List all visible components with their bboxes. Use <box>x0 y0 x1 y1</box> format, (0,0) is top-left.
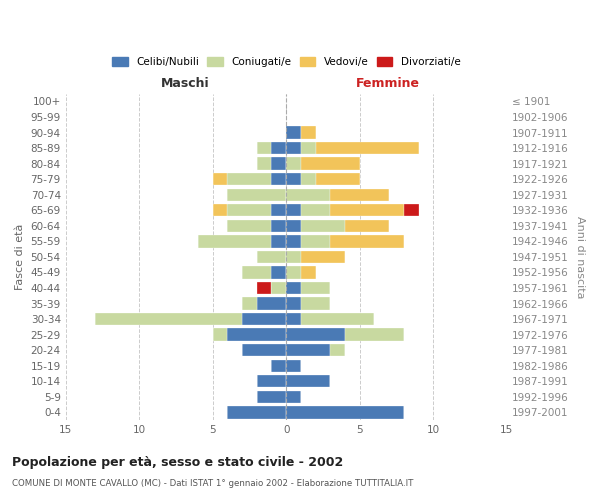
Bar <box>286 188 331 201</box>
Bar <box>212 204 227 216</box>
Bar <box>198 235 271 248</box>
Bar <box>271 360 286 372</box>
Bar <box>301 313 374 326</box>
Bar <box>331 188 389 201</box>
Y-axis label: Fasce di età: Fasce di età <box>15 224 25 290</box>
Bar <box>286 142 301 154</box>
Bar <box>227 188 286 201</box>
Bar <box>271 282 286 294</box>
Bar <box>271 173 286 186</box>
Bar <box>286 328 345 341</box>
Bar <box>242 313 286 326</box>
Bar <box>286 406 404 418</box>
Bar <box>404 204 419 216</box>
Bar <box>301 250 345 263</box>
Bar <box>301 158 360 170</box>
Bar <box>331 204 404 216</box>
Bar <box>212 328 227 341</box>
Text: Popolazione per età, sesso e stato civile - 2002: Popolazione per età, sesso e stato civil… <box>12 456 343 469</box>
Bar <box>286 360 301 372</box>
Bar <box>286 126 301 139</box>
Text: Maschi: Maschi <box>160 78 209 90</box>
Bar <box>286 250 301 263</box>
Bar <box>331 344 345 356</box>
Bar <box>345 220 389 232</box>
Bar <box>257 298 286 310</box>
Bar <box>301 266 316 278</box>
Bar <box>257 375 286 388</box>
Legend: Celibi/Nubili, Coniugati/e, Vedovi/e, Divorziati/e: Celibi/Nubili, Coniugati/e, Vedovi/e, Di… <box>108 53 464 72</box>
Bar <box>227 204 271 216</box>
Bar <box>271 220 286 232</box>
Bar <box>301 235 331 248</box>
Bar <box>286 313 301 326</box>
Bar <box>271 204 286 216</box>
Bar <box>286 220 301 232</box>
Bar <box>301 298 331 310</box>
Bar <box>257 158 271 170</box>
Bar <box>242 298 257 310</box>
Bar <box>301 173 316 186</box>
Bar <box>271 158 286 170</box>
Bar <box>286 390 301 403</box>
Bar <box>227 406 286 418</box>
Bar <box>286 204 301 216</box>
Bar <box>257 250 286 263</box>
Bar <box>316 173 360 186</box>
Bar <box>271 266 286 278</box>
Text: Femmine: Femmine <box>356 78 419 90</box>
Bar <box>316 142 419 154</box>
Bar <box>227 220 271 232</box>
Bar <box>242 266 271 278</box>
Bar <box>331 235 404 248</box>
Bar <box>271 235 286 248</box>
Bar <box>227 173 271 186</box>
Bar <box>301 204 331 216</box>
Y-axis label: Anni di nascita: Anni di nascita <box>575 216 585 298</box>
Bar <box>286 158 301 170</box>
Bar <box>286 173 301 186</box>
Text: COMUNE DI MONTE CAVALLO (MC) - Dati ISTAT 1° gennaio 2002 - Elaborazione TUTTITA: COMUNE DI MONTE CAVALLO (MC) - Dati ISTA… <box>12 479 413 488</box>
Bar <box>257 142 271 154</box>
Bar <box>286 282 301 294</box>
Bar <box>257 282 271 294</box>
Bar <box>227 328 286 341</box>
Bar <box>271 142 286 154</box>
Bar <box>286 375 331 388</box>
Bar <box>301 142 316 154</box>
Bar <box>286 298 301 310</box>
Bar <box>286 266 301 278</box>
Bar <box>286 235 301 248</box>
Bar <box>286 344 331 356</box>
Bar <box>95 313 242 326</box>
Bar <box>345 328 404 341</box>
Bar <box>257 390 286 403</box>
Bar <box>242 344 286 356</box>
Bar <box>301 126 316 139</box>
Bar <box>301 220 345 232</box>
Bar <box>212 173 227 186</box>
Bar <box>301 282 331 294</box>
